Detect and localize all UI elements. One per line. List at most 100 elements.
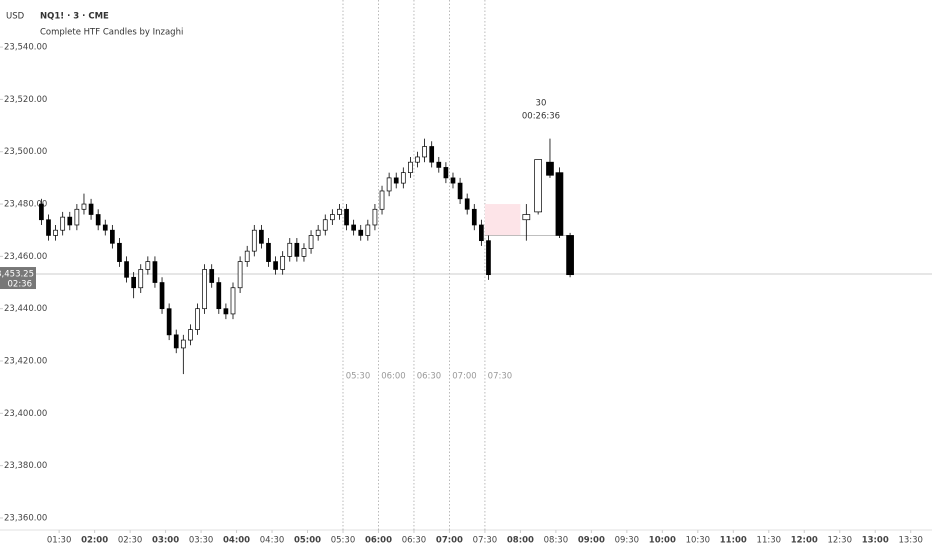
x-tick-label: 11:00	[720, 536, 747, 546]
session-label: 06:30	[417, 372, 442, 382]
candle-body	[534, 159, 542, 213]
candle-body	[273, 261, 278, 270]
x-tick-label: 10:00	[649, 536, 676, 546]
htf-period: 30	[536, 99, 547, 109]
currency: USD	[6, 12, 25, 22]
session-label: 06:00	[381, 372, 406, 382]
x-tick-label: 12:00	[791, 536, 818, 546]
bar-countdown: 02:36	[8, 280, 33, 290]
x-tick-label: 11:30	[757, 536, 782, 546]
candle-body	[88, 203, 94, 215]
candle-body	[251, 229, 257, 252]
candle-body	[124, 261, 129, 278]
candle-body	[415, 156, 420, 163]
candle-body	[351, 224, 356, 231]
candle-body	[471, 208, 477, 226]
candle-body	[308, 235, 314, 249]
session-label: 07:00	[452, 372, 477, 382]
candle-body	[372, 208, 378, 226]
candle-body	[294, 242, 300, 257]
candle-body	[450, 177, 456, 184]
candle-body	[266, 242, 271, 262]
candle-body	[522, 214, 531, 221]
candle-body	[486, 240, 491, 276]
symbol: NQ1! · 3 · CME	[40, 12, 109, 22]
x-tick-label: 05:00	[294, 536, 321, 546]
candle-body	[429, 146, 435, 163]
x-tick-label: 02:00	[81, 536, 108, 546]
candle-body	[117, 242, 122, 262]
candle-body	[555, 172, 564, 236]
x-tick-label: 03:30	[189, 536, 214, 546]
x-tick-label: 06:30	[402, 536, 427, 546]
candle-body	[209, 269, 215, 283]
x-tick-label: 13:30	[898, 536, 923, 546]
candle-body	[223, 308, 229, 315]
candle-body	[173, 334, 179, 349]
y-tick-label: 23,520.00	[4, 95, 47, 105]
candle-body	[74, 208, 80, 226]
x-tick-label: 04:30	[260, 536, 285, 546]
y-tick-label: 23,400.00	[4, 409, 47, 419]
candle-body	[322, 219, 328, 231]
y-tick-label: 23,420.00	[4, 357, 47, 367]
candle-body	[408, 161, 413, 174]
x-tick-label: 01:30	[47, 536, 72, 546]
y-tick-label: 23,440.00	[4, 304, 47, 314]
candle-body	[159, 282, 165, 310]
candle-body	[67, 216, 73, 226]
candle-body	[400, 172, 406, 184]
candle-body	[315, 229, 321, 236]
x-tick-label: 07:00	[436, 536, 463, 546]
candle-body	[422, 146, 427, 158]
candle-body	[131, 276, 136, 289]
candle-body	[166, 308, 172, 336]
candle-body	[53, 229, 58, 236]
candle-body	[337, 208, 342, 215]
candle-body	[358, 229, 364, 236]
session-label: 07:30	[488, 372, 513, 382]
candle-body	[188, 329, 193, 341]
x-tick-label: 03:00	[152, 536, 179, 546]
price-box	[0, 267, 36, 290]
candle-body	[102, 224, 108, 231]
candle-body	[259, 229, 264, 244]
candle-body	[145, 261, 151, 270]
candle-body	[216, 282, 222, 310]
candle-body	[180, 339, 186, 349]
x-tick-label: 04:00	[223, 536, 250, 546]
x-tick-label: 07:30	[473, 536, 498, 546]
candle-body	[330, 214, 335, 221]
last-price-label: 23,453.25	[0, 270, 34, 280]
x-tick-label: 06:00	[365, 536, 392, 546]
candle-body	[566, 235, 574, 276]
y-tick-label: 23,360.00	[4, 513, 47, 523]
session-label: 05:30	[346, 372, 371, 382]
candle-body	[46, 219, 51, 236]
x-tick-label: 02:30	[118, 536, 143, 546]
htf-countdown: 00:26:36	[522, 112, 560, 122]
candle-body	[39, 203, 44, 221]
candle-body	[60, 216, 66, 231]
x-tick-label: 05:30	[331, 536, 356, 546]
x-tick-label: 13:00	[862, 536, 889, 546]
candle-body	[546, 161, 554, 176]
y-tick-label: 23,380.00	[4, 461, 47, 471]
y-tick-label: 23,480.00	[4, 200, 47, 210]
candle-body	[95, 214, 101, 226]
candle-body	[230, 287, 236, 315]
candle-body	[287, 242, 293, 257]
candle-body	[138, 269, 144, 289]
y-tick-label: 23,500.00	[4, 147, 47, 157]
indicator-name: Complete HTF Candles by Inzaghi	[40, 28, 183, 38]
x-tick-label: 08:30	[544, 536, 569, 546]
candle-body	[244, 250, 250, 262]
candle-body	[280, 256, 286, 270]
candle-body	[152, 261, 158, 283]
candle-body	[365, 224, 371, 236]
candle-body	[344, 208, 349, 226]
x-tick-label: 12:30	[827, 536, 852, 546]
candle-body	[237, 261, 243, 289]
candle-body	[301, 248, 307, 257]
